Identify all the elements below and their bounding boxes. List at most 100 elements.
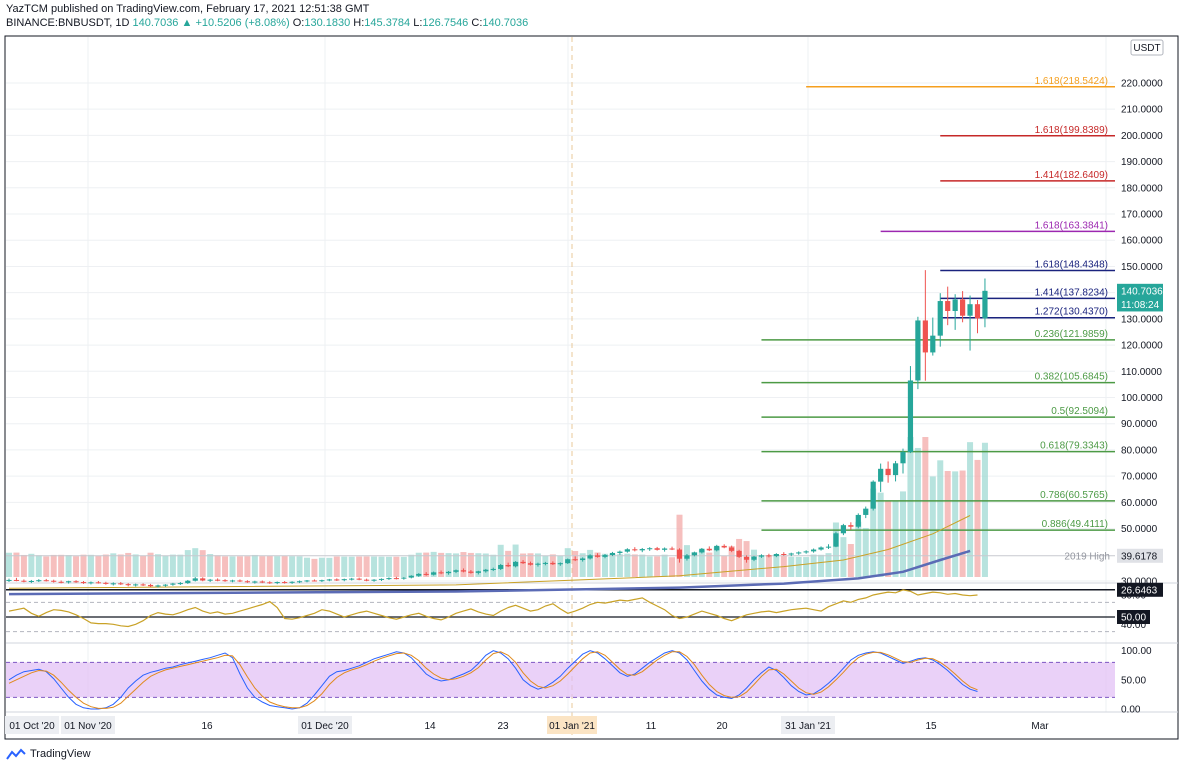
candle[interactable]: [937, 293, 943, 347]
candle[interactable]: [550, 561, 556, 566]
candle[interactable]: [818, 546, 824, 551]
candle[interactable]: [259, 580, 265, 584]
candle[interactable]: [676, 548, 683, 563]
candle[interactable]: [602, 554, 608, 559]
candle[interactable]: [714, 544, 720, 552]
candle[interactable]: [289, 581, 295, 584]
candle[interactable]: [796, 551, 802, 555]
candle[interactable]: [103, 581, 109, 585]
candle[interactable]: [729, 545, 735, 553]
candle[interactable]: [58, 580, 64, 584]
candle[interactable]: [73, 580, 79, 583]
candle[interactable]: [483, 568, 489, 573]
candle[interactable]: [684, 554, 690, 561]
candle[interactable]: [699, 547, 705, 554]
candle[interactable]: [155, 584, 161, 588]
candle[interactable]: [527, 561, 534, 566]
candle[interactable]: [669, 546, 675, 551]
candle[interactable]: [460, 568, 467, 573]
candle[interactable]: [192, 577, 198, 582]
candle[interactable]: [632, 547, 638, 552]
candle[interactable]: [490, 567, 496, 572]
candle[interactable]: [840, 523, 846, 536]
tradingview-logo-icon[interactable]: [6, 748, 26, 760]
candle[interactable]: [401, 577, 407, 580]
candle[interactable]: [140, 583, 146, 586]
candle[interactable]: [952, 294, 958, 330]
candle[interactable]: [423, 572, 429, 576]
rsi-pane[interactable]: [6, 589, 1115, 633]
candle[interactable]: [244, 580, 250, 583]
candle[interactable]: [520, 560, 526, 564]
price-axis[interactable]: 30.0000 50.0000 60.0000 70.0000 80.0000 90.00…: [1117, 78, 1163, 716]
candle[interactable]: [326, 578, 332, 582]
candle[interactable]: [557, 562, 563, 566]
candle[interactable]: [453, 569, 459, 574]
candle[interactable]: [468, 569, 474, 574]
candle[interactable]: [922, 270, 928, 381]
candle[interactable]: [207, 578, 213, 583]
candle[interactable]: [13, 577, 20, 582]
candle[interactable]: [118, 582, 124, 585]
candle[interactable]: [781, 552, 787, 556]
candle[interactable]: [513, 561, 519, 568]
candle[interactable]: [580, 557, 586, 562]
candle[interactable]: [356, 577, 362, 581]
candle[interactable]: [274, 581, 280, 585]
candle[interactable]: [267, 581, 273, 584]
candle[interactable]: [833, 531, 839, 548]
time-axis[interactable]: 01 Oct '20 01 Nov '20 16 01 Dec '20 14 23 01 J…: [5, 716, 1049, 734]
candle[interactable]: [609, 551, 616, 557]
candle[interactable]: [594, 553, 601, 558]
currency-badge[interactable]: [1130, 39, 1164, 56]
candle[interactable]: [475, 570, 481, 575]
candle[interactable]: [371, 579, 377, 582]
candle[interactable]: [349, 577, 355, 581]
candle[interactable]: [542, 561, 548, 566]
candle[interactable]: [386, 577, 392, 580]
candle[interactable]: [28, 579, 34, 584]
candle[interactable]: [639, 547, 645, 553]
candle[interactable]: [878, 463, 884, 492]
candle[interactable]: [416, 573, 422, 577]
candle[interactable]: [565, 558, 571, 564]
stoch-rsi-pane[interactable]: [6, 650, 1115, 710]
candle[interactable]: [825, 544, 832, 550]
candle[interactable]: [900, 448, 906, 474]
candle[interactable]: [378, 578, 385, 581]
candle[interactable]: [647, 547, 653, 551]
candle[interactable]: [51, 579, 57, 583]
candle[interactable]: [282, 581, 288, 584]
candle[interactable]: [36, 579, 42, 583]
candle[interactable]: [319, 579, 325, 583]
candle[interactable]: [445, 571, 452, 575]
candle[interactable]: [6, 578, 12, 583]
candle[interactable]: [766, 553, 772, 558]
candle[interactable]: [967, 295, 973, 351]
candle[interactable]: [177, 582, 183, 585]
candle[interactable]: [21, 579, 27, 583]
candle[interactable]: [736, 549, 742, 558]
candlestick-series[interactable]: [6, 270, 988, 588]
candle[interactable]: [691, 551, 697, 557]
candle[interactable]: [587, 554, 593, 560]
candle[interactable]: [393, 576, 399, 580]
candle[interactable]: [66, 580, 72, 584]
candle[interactable]: [237, 579, 243, 583]
candle[interactable]: [334, 578, 340, 581]
stoch-k-line[interactable]: [8, 650, 978, 710]
candle[interactable]: [758, 554, 765, 558]
candle[interactable]: [945, 286, 951, 326]
candle[interactable]: [252, 580, 258, 584]
candle[interactable]: [617, 550, 623, 555]
candle[interactable]: [654, 546, 660, 551]
candle[interactable]: [855, 513, 861, 529]
candle[interactable]: [229, 579, 236, 583]
candle[interactable]: [170, 582, 176, 586]
candle[interactable]: [803, 550, 809, 554]
candle[interactable]: [80, 581, 87, 584]
candle[interactable]: [706, 546, 712, 552]
candle[interactable]: [185, 579, 191, 584]
candle[interactable]: [870, 480, 876, 511]
